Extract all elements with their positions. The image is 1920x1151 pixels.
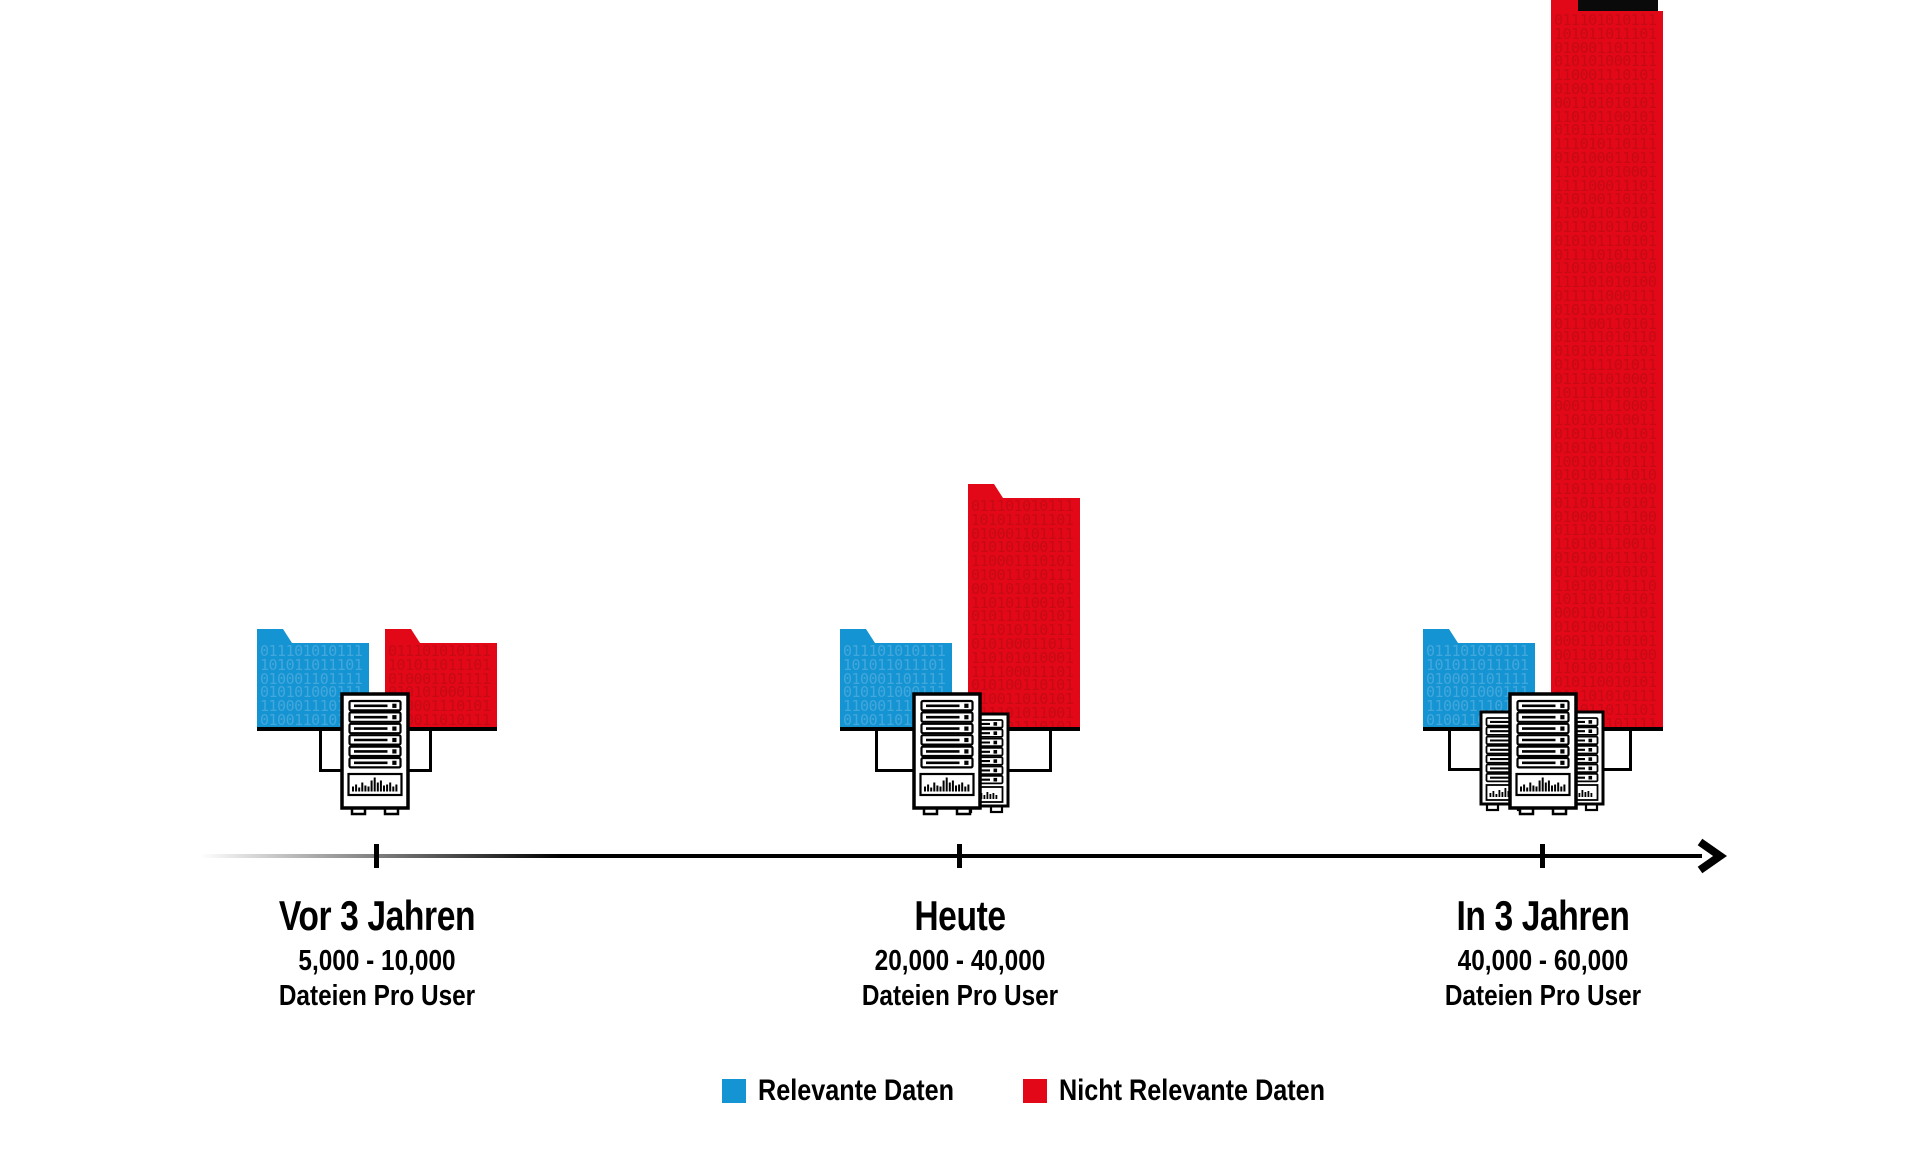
binary-pattern: 0111010101111010110111010100011011110101… [388, 645, 491, 727]
period-label-block: In 3 Jahren 40,000 - 60,000 Dateien Pro … [1251, 893, 1835, 1013]
data-folder-icon: 0111010101111010110111010100011011110101… [1423, 629, 1535, 730]
folder-irrelevant-data: 0111010101111010110111010100011011110101… [968, 484, 1080, 730]
period-title: Vor 3 Jahren [278, 892, 476, 939]
period-unit: Dateien Pro User [1444, 980, 1642, 1012]
period-unit: Dateien Pro User [861, 980, 1059, 1012]
folder-irrelevant-data: 0111010101111010110111010100011011110101… [1551, 0, 1663, 730]
cropped-top-cap [1578, 0, 1658, 11]
server-tower-icon [1508, 692, 1578, 820]
data-folder-icon: 0111010101111010110111010100011011110101… [968, 484, 1080, 730]
timeline-axis [200, 854, 1702, 858]
data-folder-icon: 0111010101111010110111010100011011110101… [257, 629, 369, 730]
binary-pattern: 0111010101111010110111010100011011110101… [1426, 645, 1529, 727]
legend-swatch-blue [722, 1079, 746, 1103]
binary-pattern: 0111010101111010110111010100011011110101… [971, 500, 1074, 727]
period-unit: Dateien Pro User [278, 980, 476, 1012]
period-range: 40,000 - 60,000 [1457, 945, 1629, 977]
legend-item-relevant: Relevante Daten [722, 1076, 991, 1106]
legend-swatch-red [1023, 1079, 1048, 1103]
server-tower-icon [912, 692, 982, 820]
period-label-block: Vor 3 Jahren 5,000 - 10,000 Dateien Pro … [85, 893, 669, 1013]
period-title: In 3 Jahren [1456, 892, 1630, 939]
folder-relevant-data: 0111010101111010110111010100011011110101… [1423, 629, 1535, 730]
legend-label: Nicht Relevante Daten [1059, 1074, 1326, 1107]
period-range: 20,000 - 40,000 [874, 945, 1046, 977]
server-tower-icon [340, 692, 410, 820]
period-label-block: Heute 20,000 - 40,000 Dateien Pro User [668, 893, 1252, 1013]
folder-relevant-data: 0111010101111010110111010100011011110101… [257, 629, 369, 730]
period-title: Heute [914, 892, 1006, 939]
legend-label: Relevante Daten [758, 1074, 955, 1107]
binary-pattern: 0111010101111010110111010100011011110101… [1554, 14, 1657, 727]
binary-pattern: 0111010101111010110111010100011011110101… [260, 645, 363, 727]
period-range: 5,000 - 10,000 [298, 945, 456, 977]
timeline-arrow-right-icon [1697, 838, 1727, 874]
legend: Relevante Daten Nicht Relevante Daten [722, 1076, 1376, 1106]
data-folder-icon: 0111010101111010110111010100011011110101… [1551, 0, 1663, 730]
legend-item-irrelevant: Nicht Relevante Daten [1023, 1076, 1376, 1106]
